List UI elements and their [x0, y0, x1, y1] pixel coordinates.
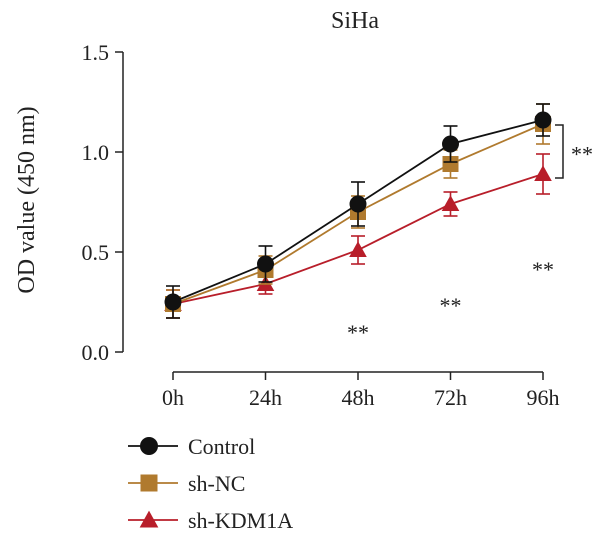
- axes: 0.0 0.5 1.0 1.5 0h 24h 48h 72h 96h: [82, 40, 560, 410]
- legend-item-sh-NC: sh-NC: [128, 471, 245, 496]
- data-point: [534, 165, 552, 182]
- legend-marker: [140, 474, 158, 492]
- data-point: [164, 293, 182, 311]
- data-point: [349, 195, 367, 213]
- significance-bracket: [555, 124, 564, 179]
- series-sh-KDM1A: [164, 153, 552, 319]
- y-tick-label: 1.5: [82, 40, 110, 65]
- data-point: [534, 111, 552, 129]
- y-tick-label: 0.0: [82, 340, 110, 365]
- bracket-label: **: [571, 142, 593, 167]
- legend-label: sh-NC: [188, 471, 245, 496]
- legend-label: Control: [188, 434, 255, 459]
- y-axis-label: OD value (450 nm): [14, 106, 40, 293]
- x-tick-label: 96h: [527, 385, 560, 410]
- data-point: [442, 135, 459, 153]
- x-tick-label: 24h: [249, 385, 282, 410]
- x-tick-label: 72h: [434, 385, 467, 410]
- y-tick-label: 1.0: [82, 140, 110, 165]
- legend: Control sh-NC sh-KDM1A: [128, 434, 293, 533]
- series-Control: [164, 103, 552, 319]
- data-point: [442, 156, 459, 172]
- data-point: [441, 195, 460, 212]
- legend-item-Control: Control: [128, 434, 255, 459]
- legend-marker: [140, 437, 158, 455]
- x-tick-label: 0h: [162, 385, 184, 410]
- legend-marker: [139, 510, 159, 528]
- significance-label: **: [347, 320, 369, 345]
- significance-label: **: [532, 257, 554, 282]
- y-tick-label: 0.5: [82, 240, 110, 265]
- legend-label: sh-KDM1A: [188, 508, 293, 533]
- data-point: [349, 241, 367, 258]
- legend-item-sh-KDM1A: sh-KDM1A: [128, 508, 293, 533]
- plot-area: ** ** ** **: [164, 103, 593, 345]
- chart-title: SiHa: [331, 8, 379, 34]
- data-point: [257, 255, 274, 273]
- significance-label: **: [440, 293, 462, 318]
- x-tick-label: 48h: [342, 385, 375, 410]
